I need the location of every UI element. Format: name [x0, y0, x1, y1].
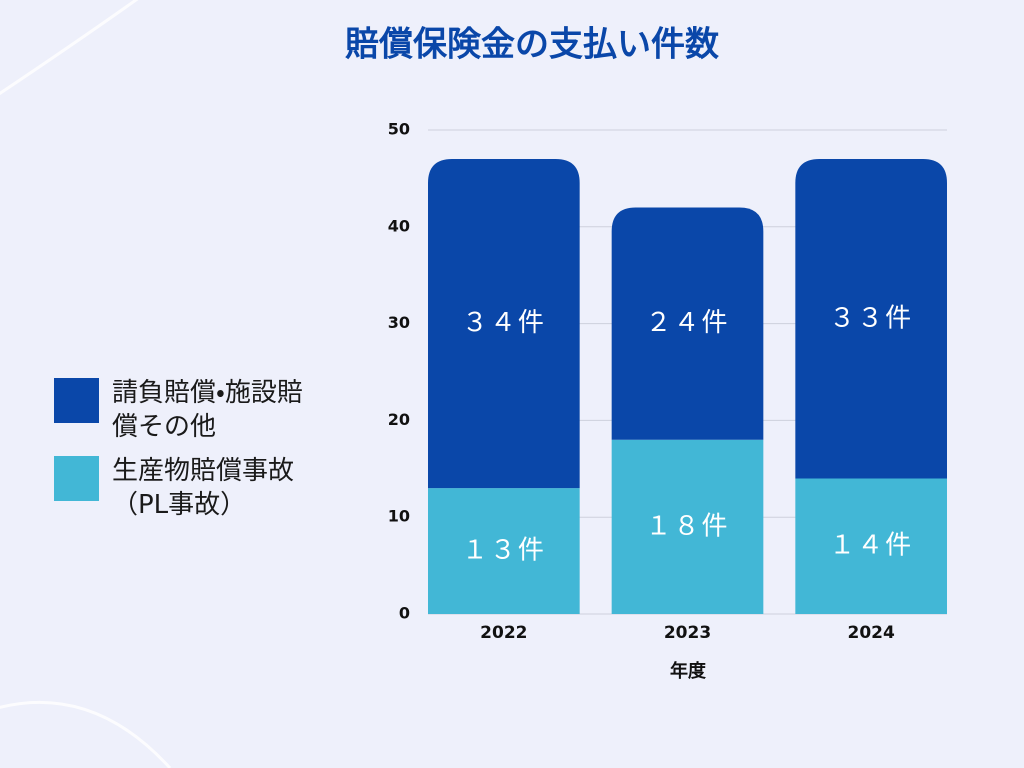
legend-item: 生産物賠償事故（PL事故） — [54, 454, 318, 522]
bar-segment — [428, 159, 580, 489]
bar-segment — [611, 207, 764, 440]
y-tick-label: 40 — [388, 216, 410, 235]
x-axis-label: 年度 — [670, 660, 707, 682]
data-label: １３件 — [462, 536, 546, 566]
data-label: ３４件 — [462, 308, 546, 338]
chart-title: 賠償保険金の支払い件数 — [345, 25, 719, 65]
legend: 請負賠償・施設賠償その他 生産物賠償事故（PL事故） — [54, 376, 318, 532]
data-label: １８件 — [645, 511, 729, 541]
y-tick-label: 0 — [399, 604, 410, 623]
legend-label: 請負賠償・施設賠償その他 — [112, 378, 303, 442]
x-tick-label: 2024 — [848, 623, 895, 643]
legend-label: 生産物賠償事故（PL事故） — [112, 456, 295, 520]
bar-segment — [795, 159, 947, 479]
x-tick-label: 2023 — [664, 623, 711, 643]
legend-swatch — [54, 456, 99, 501]
bar-segment — [428, 488, 580, 614]
legend-swatch — [54, 378, 99, 423]
y-tick-label: 50 — [388, 120, 410, 139]
data-label: ２４件 — [645, 308, 729, 338]
y-tick-label: 20 — [388, 410, 410, 429]
data-label: ３３件 — [829, 303, 913, 333]
legend-item: 請負賠償・施設賠償その他 — [54, 376, 318, 444]
x-tick-label: 2022 — [480, 623, 527, 643]
data-label: １４件 — [829, 531, 913, 561]
decoration — [0, 0, 139, 96]
decoration — [0, 700, 172, 768]
bar-segment — [795, 478, 947, 614]
bar-segment — [611, 439, 764, 614]
y-tick-label: 10 — [388, 507, 410, 526]
y-tick-label: 30 — [388, 313, 410, 332]
